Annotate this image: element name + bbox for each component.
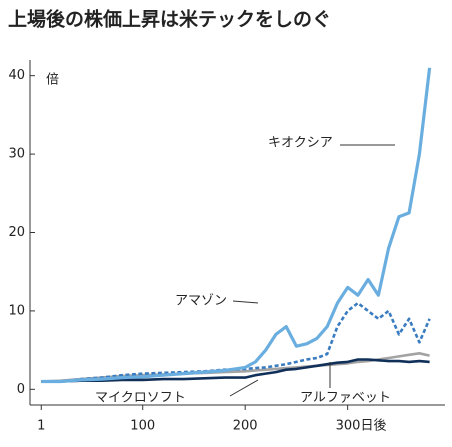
y-tick-label: 20 <box>8 225 25 240</box>
y-tick-label: 40 <box>8 68 25 83</box>
legend-label: マイクロソフト <box>95 391 186 406</box>
y-tick-label: 0 <box>17 382 25 397</box>
legend-label: アルファベット <box>300 391 391 406</box>
x-tick-label: 100 <box>130 419 155 434</box>
legend-leader <box>232 300 259 304</box>
series-line <box>41 301 431 383</box>
y-tick-label: 30 <box>8 147 25 162</box>
series-line <box>41 358 430 383</box>
y-axis-label: 倍 <box>46 73 59 88</box>
y-tick-label: 10 <box>8 303 25 318</box>
legend-label: キオクシア <box>268 136 333 151</box>
legend-label: アマゾン <box>175 294 227 309</box>
chart-title: 上場後の株価上昇は米テックをしのぐ <box>8 8 331 31</box>
legend-leader <box>229 379 259 397</box>
x-tick-label: 200 <box>233 419 258 434</box>
series-line <box>41 67 432 384</box>
x-tick-label: 300日後 <box>336 419 387 434</box>
x-tick-label: 1 <box>37 419 45 434</box>
